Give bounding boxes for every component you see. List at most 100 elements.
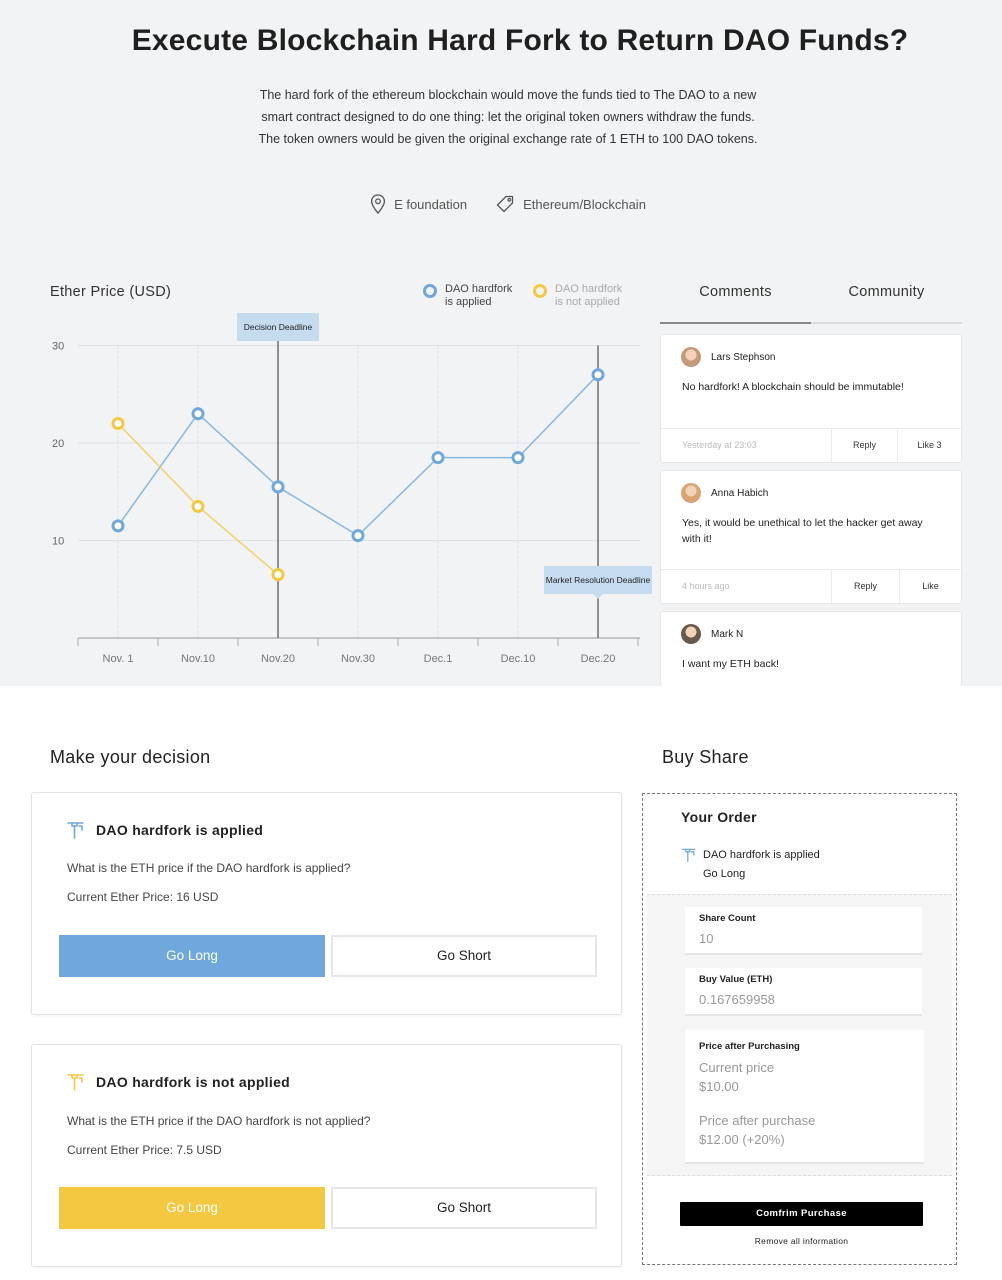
x-tick-label: Nov. 1 [103, 653, 134, 665]
fork-icon [67, 1074, 84, 1091]
order-outcome-label: DAO hardfork is applied [703, 849, 820, 861]
order-panel: Your Order DAO hardfork is applied Go Lo… [642, 793, 957, 1265]
decision-heading: Make your decision [50, 747, 211, 767]
card-header: DAO hardfork is applied [66, 820, 263, 840]
data-point [271, 480, 285, 494]
buy-value-field[interactable]: Buy Value (ETH) 0.167659958 [685, 968, 922, 1016]
comment-time: 4 hours ago [682, 581, 730, 591]
reply-button[interactable]: Reply [831, 429, 897, 462]
go-long-button[interactable]: Go Long [59, 1187, 325, 1229]
go-long-button[interactable]: Go Long [59, 935, 325, 977]
field-label: Share Count [699, 913, 756, 924]
legend-line: is not applied [555, 296, 620, 308]
reply-button[interactable]: Reply [831, 570, 899, 603]
market-overview-section: Execute Blockchain Hard Fork to Return D… [0, 0, 1002, 686]
x-tick-label: Dec.1 [424, 653, 453, 665]
card-header: DAO hardfork is not applied [66, 1072, 290, 1092]
data-point [351, 529, 365, 543]
avatar [681, 347, 701, 367]
like-button[interactable]: Like [899, 570, 961, 603]
description-line: The token owners would be given the orig… [258, 132, 758, 146]
description-line: The hard fork of the ethereum blockchain… [259, 88, 757, 102]
data-point [431, 451, 445, 465]
order-outcome: DAO hardfork is applied [681, 847, 820, 863]
field-label: Buy Value (ETH) [699, 974, 773, 985]
tab-comments[interactable]: Comments [660, 270, 811, 324]
current-price-value: $10.00 [699, 1079, 739, 1094]
data-point [111, 417, 125, 430]
comment-card: Anna Habich Yes, it would be unethical t… [660, 470, 962, 604]
legend-swatch-not-applied [533, 284, 547, 298]
legend-item-applied: DAO hardfork is applied [423, 283, 512, 309]
comment-author: Lars Stephson [711, 351, 776, 363]
x-tick-label: Nov.30 [341, 653, 375, 665]
go-short-button[interactable]: Go Short [331, 1187, 597, 1229]
data-point [191, 407, 205, 421]
price-after-purchasing: Price after Purchasing Current price $10… [685, 1030, 924, 1164]
comment-header: Anna Habich [681, 483, 768, 503]
comment-text: Yes, it would be unethical to let the ha… [682, 517, 923, 545]
card-title: DAO hardfork is not applied [96, 1074, 291, 1090]
legend-label-not-applied: DAO hardfork is not applied [555, 283, 622, 309]
remove-all-link[interactable]: Remove all information [754, 1236, 849, 1246]
description-line: smart contract designed to do one thing:… [261, 110, 755, 124]
page-title: Execute Blockchain Hard Fork to Return D… [131, 24, 909, 57]
order-form: Share Count 10 Buy Value (ETH) 0.1676599… [647, 894, 952, 1176]
order-title: Your Order [681, 809, 757, 825]
tag-icon [496, 195, 514, 213]
comment-author: Anna Habich [711, 487, 769, 499]
comment-header: Lars Stephson [681, 347, 776, 367]
market-description: The hard fork of the ethereum blockchain… [208, 84, 808, 150]
y-tick-label: 10 [52, 536, 64, 548]
data-point [111, 519, 125, 533]
fork-icon [681, 848, 696, 863]
decision-card-applied: DAO hardfork is applied What is the ETH … [31, 792, 622, 1015]
y-tick-label: 30 [52, 341, 64, 353]
buy-value-input[interactable]: 0.167659958 [699, 992, 775, 1007]
after-price-value: $12.00 (+20%) [699, 1132, 785, 1147]
current-price-label: Current price [699, 1060, 775, 1075]
legend-swatch-applied [423, 284, 437, 298]
x-tick-label: Dec.20 [581, 653, 616, 665]
legend-line: DAO hardfork [555, 283, 623, 295]
confirm-purchase-button[interactable]: Comfrim Purchase [680, 1202, 923, 1226]
tab-community[interactable]: Community [848, 284, 925, 300]
share-count-field[interactable]: Share Count 10 [685, 907, 922, 955]
chart-title: Ether Price (USD) [50, 284, 172, 300]
annotation-label: Decision Deadline [244, 322, 313, 332]
current-price: Current Ether Price: 16 USD [67, 890, 219, 904]
legend-label-applied: DAO hardfork is applied [445, 283, 512, 309]
field-label: Price after Purchasing [699, 1041, 800, 1052]
comment-author: Mark N [711, 628, 744, 640]
card-question: What is the ETH price if the DAO hardfor… [67, 861, 351, 875]
fork-icon [67, 822, 84, 839]
data-point [271, 568, 285, 582]
annotation-pointer [593, 594, 603, 599]
go-short-button[interactable]: Go Short [331, 935, 597, 977]
share-count-input[interactable]: 10 [699, 931, 714, 946]
current-price: Current Ether Price: 7.5 USD [67, 1143, 222, 1157]
ether-price-chart: 30 20 10 Nov. 1 Nov.10 Nov.20 Nov.30 Dec.1 Dec.1… [52, 313, 652, 665]
sidebar-tabs: Comments Community [660, 270, 962, 324]
data-point [591, 368, 605, 382]
card-question: What is the ETH price if the DAO hardfor… [67, 1114, 371, 1128]
like-button[interactable]: Like 3 [897, 429, 961, 462]
comment-card: Mark N I want my ETH back! [660, 611, 962, 686]
tag-label: Ethereum/Blockchain [523, 196, 646, 212]
y-tick-label: 20 [52, 438, 64, 450]
market-meta: E foundation Ethereum/Blockchain [0, 194, 1002, 214]
avatar [681, 624, 701, 644]
comment-header: Mark N [681, 624, 743, 644]
tag-meta[interactable]: Ethereum/Blockchain [495, 194, 646, 214]
x-tick-label: Dec.10 [501, 653, 536, 665]
card-title: DAO hardfork is applied [96, 822, 264, 838]
comment-text: I want my ETH back! [682, 658, 779, 670]
buy-share-heading: Buy Share [662, 747, 749, 767]
annotation-box [237, 313, 319, 341]
after-price-label: Price after purchase [699, 1113, 816, 1128]
location-meta[interactable]: E foundation [370, 194, 467, 214]
annotation-label: Market Resolution Deadline [546, 575, 651, 585]
x-tick-label: Nov.10 [181, 653, 215, 665]
comment-time: Yesterday at 23:03 [682, 440, 757, 450]
comment-text: No hardfork! A blockchain should be immu… [682, 381, 904, 393]
